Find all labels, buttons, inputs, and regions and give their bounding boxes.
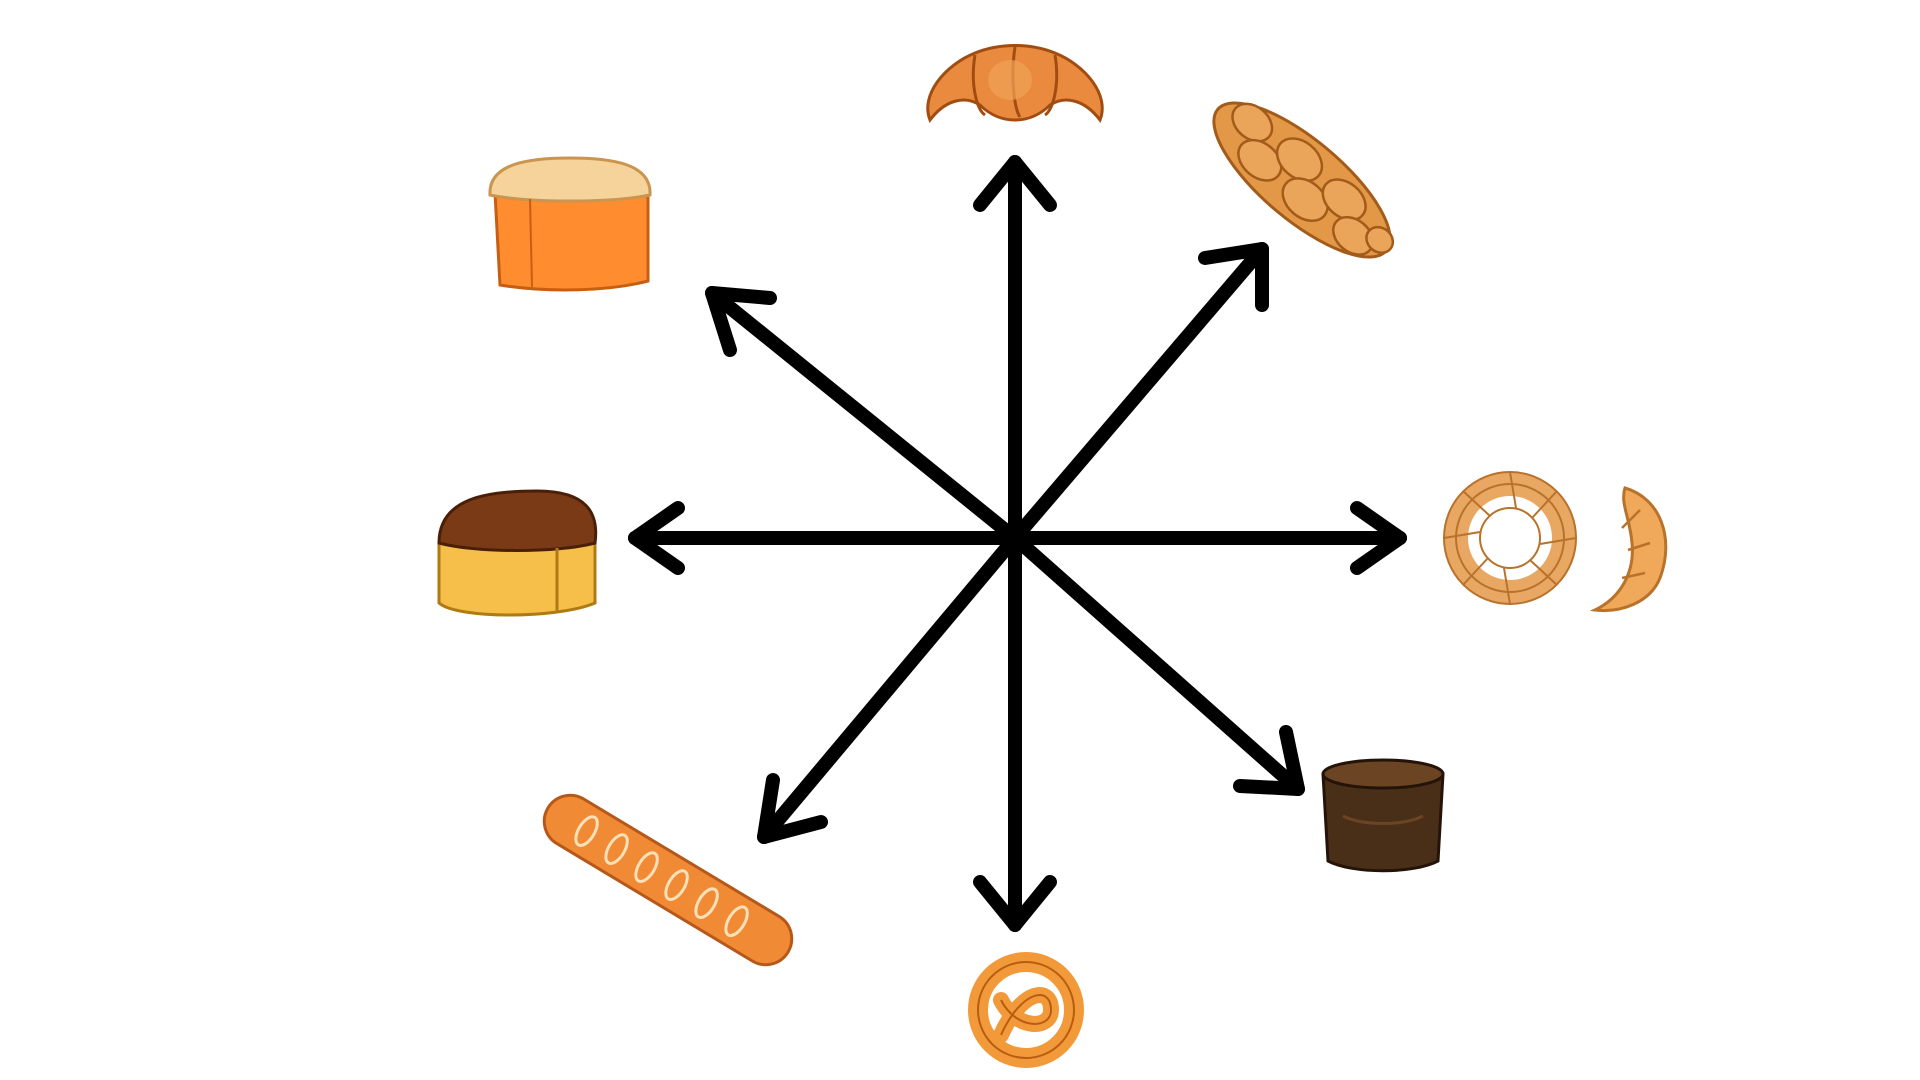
croissant-icon: [926, 44, 1104, 124]
rye-bread-icon: [1321, 758, 1445, 873]
arrow-east: [1008, 501, 1407, 575]
baguette-icon: [542, 793, 794, 967]
sandwich-loaf-icon: [488, 156, 652, 292]
brown-top-loaf-icon: [437, 489, 598, 617]
bagel-and-croissant-icon: [1443, 471, 1668, 613]
arrow-west: [628, 501, 1022, 575]
arrow-south: [973, 531, 1057, 932]
arrow-group: [628, 155, 1407, 932]
pretzel-icon: [968, 952, 1084, 1068]
arrow-northeast: [1008, 242, 1269, 545]
arrow-southwest: [757, 531, 1022, 844]
arrow-northwest: [705, 286, 1022, 545]
arrow-southeast: [1008, 531, 1305, 796]
braided-bread-icon: [1212, 101, 1395, 259]
arrow-north: [973, 155, 1057, 545]
